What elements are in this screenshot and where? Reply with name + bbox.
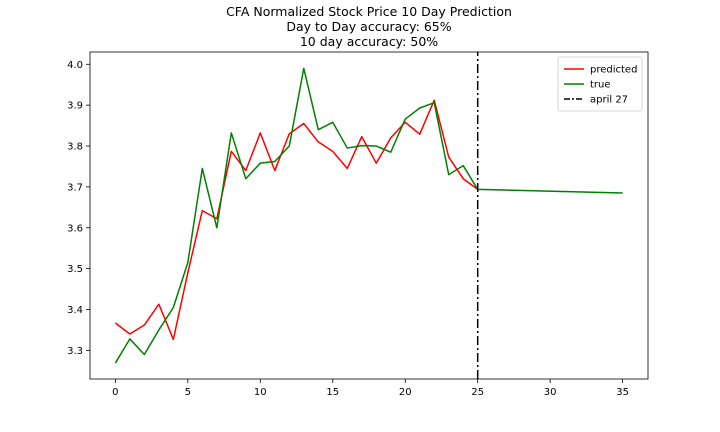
x-tick-label: 35	[616, 387, 629, 398]
legend-label: april 27	[590, 95, 628, 106]
y-tick-label: 3.5	[67, 264, 83, 275]
series-line-predicted	[114, 99, 479, 341]
y-tick-label: 3.7	[67, 182, 83, 193]
legend-label: predicted	[590, 65, 637, 76]
chart-title-line-1: CFA Normalized Stock Price 10 Day Predic…	[226, 4, 512, 19]
y-tick-label: 4.0	[67, 60, 83, 71]
x-tick-label: 5	[185, 387, 191, 398]
x-tick-label: 20	[399, 387, 412, 398]
y-tick-label: 3.8	[67, 142, 83, 153]
y-tick-label: 3.9	[67, 101, 83, 112]
series-layer	[114, 52, 623, 379]
x-axis-ticks: 0 5 10 15 20 25 30 35	[112, 379, 629, 398]
x-tick-label: 0	[112, 387, 118, 398]
y-tick-label: 3.6	[67, 223, 83, 234]
legend-box	[557, 56, 643, 112]
x-tick-label: 30	[544, 387, 557, 398]
chart-title-line-3: 10 day accuracy: 50%	[300, 34, 438, 49]
chart-title-line-2: Day to Day accuracy: 65%	[286, 19, 451, 34]
x-tick-label: 10	[254, 387, 267, 398]
chart-title: CFA Normalized Stock Price 10 Day Predic…	[226, 4, 512, 49]
y-tick-label: 3.3	[67, 346, 83, 357]
series-line-true	[114, 67, 623, 364]
y-axis-ticks: 3.3 3.4 3.5 3.6 3.7 3.8 3.9 4.0	[67, 60, 90, 357]
y-tick-label: 3.4	[67, 305, 83, 316]
legend-label: true	[590, 80, 611, 91]
x-tick-label: 15	[326, 387, 339, 398]
plot-frame	[89, 51, 649, 380]
legend: predicted true april 27	[557, 56, 643, 112]
x-tick-label: 25	[471, 387, 484, 398]
